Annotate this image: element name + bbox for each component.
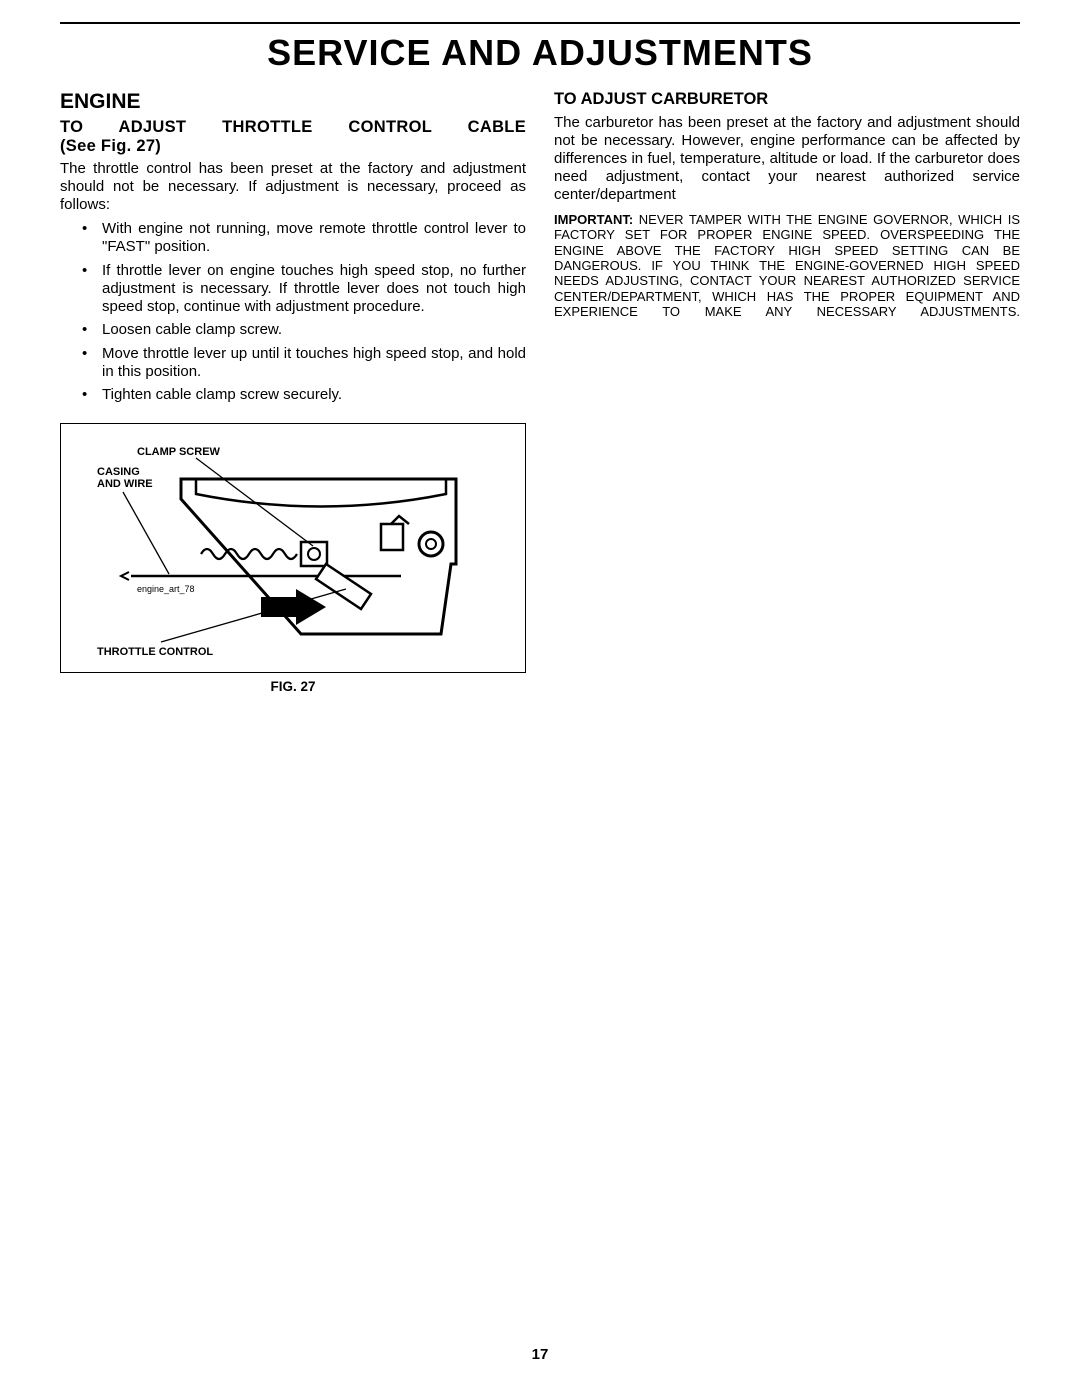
figure-27-box: CLAMP SCREW CASING AND WIRE engine_art_7… bbox=[60, 423, 526, 673]
carburetor-paragraph: The carburetor has been preset at the fa… bbox=[554, 114, 1020, 204]
figure-caption: FIG. 27 bbox=[60, 679, 526, 694]
throttle-subheading-line1: TO ADJUST THROTTLE CONTROL CABLE bbox=[60, 118, 526, 136]
carburetor-subheading: TO ADJUST CARBURETOR bbox=[554, 90, 1020, 109]
important-notice: IMPORTANT: NEVER TAMPER WITH THE ENGINE … bbox=[554, 212, 1020, 319]
left-column: ENGINE TO ADJUST THROTTLE CONTROL CABLE … bbox=[60, 90, 526, 694]
list-item: With engine not running, move remote thr… bbox=[60, 220, 526, 257]
list-item: If throttle lever on engine touches high… bbox=[60, 262, 526, 317]
list-item: Loosen cable clamp screw. bbox=[60, 321, 526, 339]
list-item: Move throttle lever up until it touches … bbox=[60, 345, 526, 382]
top-horizontal-rule bbox=[60, 22, 1020, 24]
page-number: 17 bbox=[0, 1346, 1080, 1363]
throttle-subheading: TO ADJUST THROTTLE CONTROL CABLE (See Fi… bbox=[60, 118, 526, 156]
throttle-intro-paragraph: The throttle control has been preset at … bbox=[60, 160, 526, 214]
two-column-layout: ENGINE TO ADJUST THROTTLE CONTROL CABLE … bbox=[60, 90, 1020, 694]
right-column: TO ADJUST CARBURETOR The carburetor has … bbox=[554, 90, 1020, 694]
important-label: IMPORTANT: bbox=[554, 212, 633, 227]
throttle-steps-list: With engine not running, move remote thr… bbox=[60, 220, 526, 405]
throttle-diagram-svg bbox=[61, 424, 523, 672]
page-title: SERVICE AND ADJUSTMENTS bbox=[60, 32, 1020, 74]
important-text: NEVER TAMPER WITH THE ENGINE GOVERNOR, W… bbox=[554, 212, 1020, 319]
list-item: Tighten cable clamp screw securely. bbox=[60, 386, 526, 404]
throttle-subheading-line2: (See Fig. 27) bbox=[60, 137, 526, 156]
engine-heading: ENGINE bbox=[60, 90, 526, 114]
